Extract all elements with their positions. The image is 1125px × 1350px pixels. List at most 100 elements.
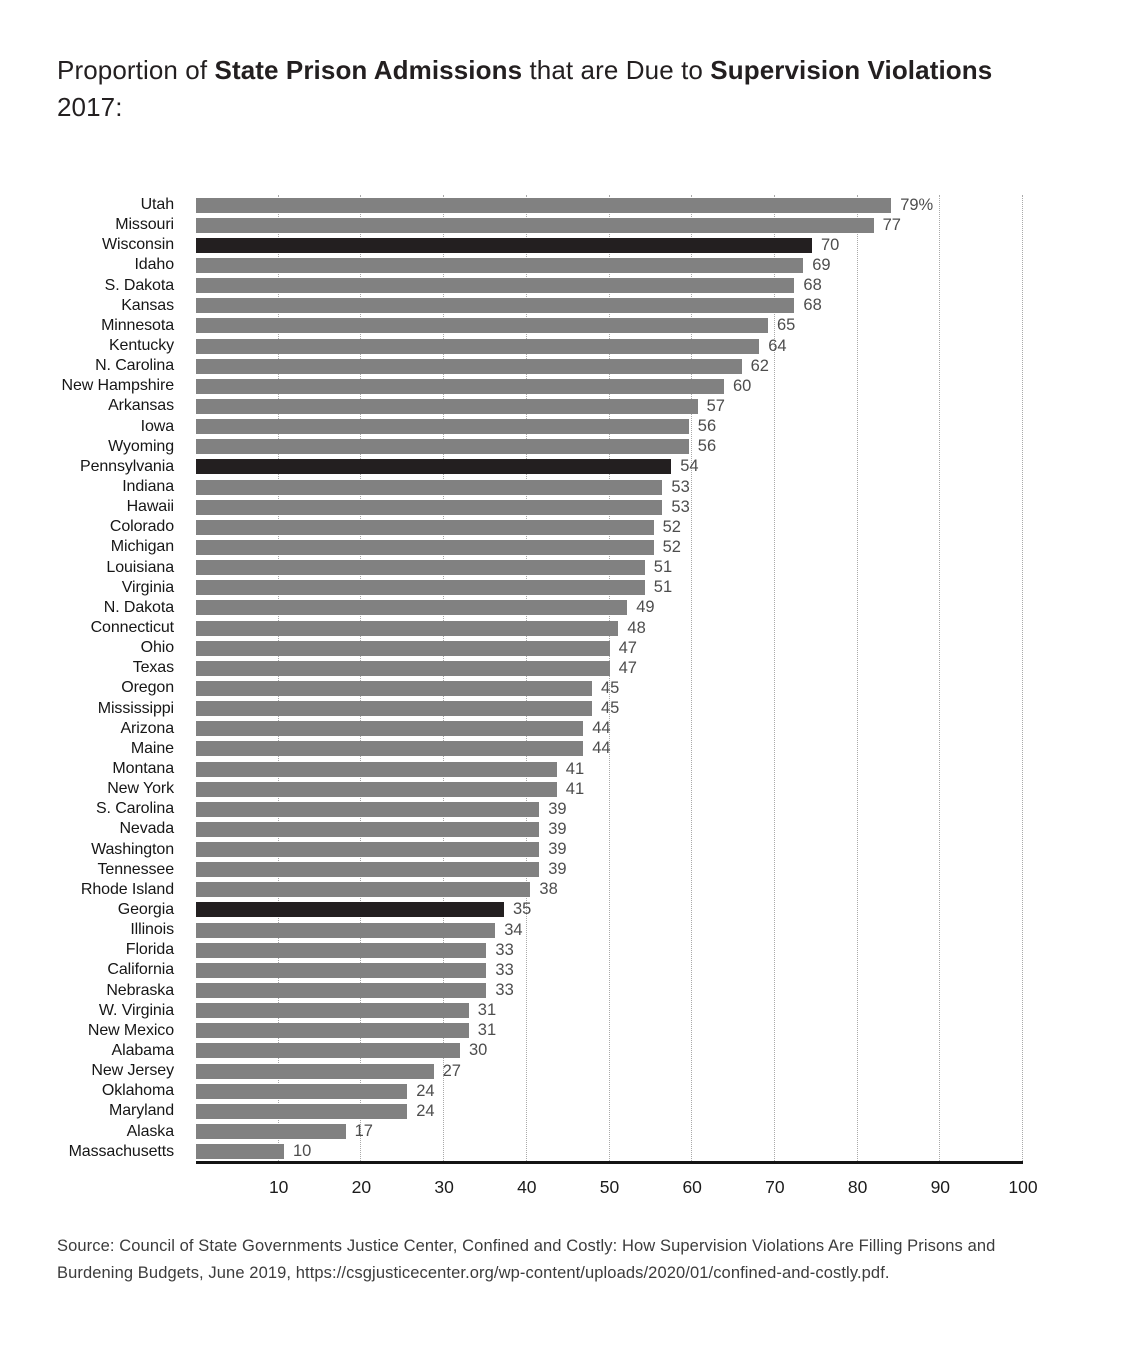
state-label: Alabama — [111, 1041, 175, 1059]
bar-zone: 62 — [196, 356, 769, 376]
x-tick-label: 40 — [517, 1177, 537, 1197]
bar-zone: 34 — [196, 920, 523, 940]
state-label: Idaho — [134, 256, 174, 274]
bar-zone: 53 — [196, 477, 690, 497]
value-label: 44 — [592, 719, 611, 738]
bar — [196, 257, 804, 273]
state-label: Missouri — [115, 216, 174, 234]
gridline — [939, 195, 941, 1163]
bar-row: Hawaii 53 — [0, 497, 1125, 517]
bar-zone: 31 — [196, 1021, 496, 1041]
bar-row: Florida 33 — [0, 940, 1125, 960]
gridline — [525, 195, 527, 1163]
state-label: Rhode Island — [80, 880, 174, 898]
state-label: New York — [107, 780, 174, 798]
state-label: Michigan — [110, 538, 174, 556]
state-label: Colorado — [109, 518, 174, 536]
bar — [196, 862, 540, 878]
bar-row: Montana 41 — [0, 759, 1125, 779]
bar-rows: Utah 79% Missouri 77 Wisconsin 70 Idaho 69 S. Da… — [0, 195, 1125, 1162]
bar-zone: 39 — [196, 840, 567, 860]
bar-row: Wyoming 56 — [0, 437, 1125, 457]
value-label: 47 — [618, 638, 637, 657]
bar — [196, 278, 795, 294]
value-label: 79% — [900, 195, 934, 214]
x-tick-label: 80 — [847, 1177, 868, 1197]
bar-zone: 49 — [196, 598, 655, 618]
bar-zone: 68 — [196, 296, 822, 316]
bar — [196, 942, 487, 958]
bar-row: Georgia 35 — [0, 900, 1125, 920]
bar-row: Utah 79% — [0, 195, 1125, 215]
value-label: 33 — [495, 940, 514, 959]
x-tick-label: 10 — [268, 1177, 289, 1197]
page-title-line1: Proportion of State Prison Admissions th… — [57, 52, 1087, 89]
bar-row: Texas 47 — [0, 658, 1125, 678]
bar — [196, 660, 610, 676]
bar-highlighted — [196, 237, 812, 253]
x-tick-label: 50 — [599, 1177, 620, 1197]
bar-row: Arizona 44 — [0, 719, 1125, 739]
bar-zone: 39 — [196, 819, 567, 839]
bar-zone: 44 — [196, 739, 611, 759]
bar-row: California 33 — [0, 960, 1125, 980]
state-label: Texas — [132, 659, 174, 677]
value-label: 64 — [768, 336, 787, 355]
bar — [196, 378, 724, 394]
value-label: 57 — [706, 396, 725, 415]
title-segment: Proportion of — [57, 55, 215, 85]
value-label: 39 — [548, 819, 567, 838]
state-label: S. Carolina — [95, 800, 174, 818]
bar — [196, 761, 557, 777]
x-tick-label: 70 — [765, 1177, 785, 1197]
bar-zone: 57 — [196, 396, 725, 416]
bar-zone: 48 — [196, 618, 646, 638]
state-label: Iowa — [140, 417, 175, 435]
bar-zone: 68 — [196, 276, 822, 296]
bar — [196, 298, 795, 314]
value-label: 35 — [513, 900, 532, 919]
value-label: 41 — [565, 779, 585, 798]
bar-row: Connecticut 48 — [0, 618, 1125, 638]
bar-zone: 33 — [196, 980, 514, 1000]
state-label: Ohio — [140, 639, 175, 657]
bar-row: Pennsylvania 54 — [0, 457, 1125, 477]
value-label: 39 — [548, 840, 567, 859]
bar — [196, 439, 689, 455]
value-label: 45 — [601, 678, 620, 697]
x-tick-label: 60 — [682, 1177, 702, 1197]
bar — [196, 1083, 408, 1099]
bar-zone: 51 — [196, 558, 672, 578]
bar-row: New York 41 — [0, 779, 1125, 799]
state-label: Alaska — [126, 1122, 175, 1140]
bar-highlighted — [196, 459, 672, 475]
value-label: 51 — [653, 578, 673, 597]
state-label: Massachusetts — [68, 1142, 175, 1160]
bar-zone: 27 — [196, 1061, 461, 1081]
bar — [196, 781, 557, 797]
source-note: Source: Council of State Governments Jus… — [57, 1233, 1087, 1286]
bar-row: Ohio 47 — [0, 638, 1125, 658]
bar — [196, 721, 584, 737]
bar — [196, 640, 610, 656]
gridline — [443, 195, 445, 1163]
title-segment: State Prison Admissions — [214, 55, 523, 85]
bar-zone: 45 — [196, 678, 619, 698]
bar-row: S. Carolina 39 — [0, 799, 1125, 819]
state-label: Oklahoma — [101, 1082, 174, 1100]
bar — [196, 479, 663, 495]
value-label: 24 — [416, 1101, 435, 1120]
x-tick-label: 90 — [930, 1177, 951, 1197]
state-label: Mississippi — [97, 699, 174, 717]
x-tick-label: 30 — [434, 1177, 454, 1197]
value-label: 51 — [653, 558, 673, 577]
state-label: N. Dakota — [103, 598, 174, 616]
value-label: 53 — [671, 497, 690, 516]
bar-row: New Hampshire 60 — [0, 376, 1125, 396]
state-label: Wisconsin — [101, 236, 174, 254]
value-label: 52 — [662, 517, 681, 536]
bar-zone: 51 — [196, 578, 672, 598]
bar-zone: 33 — [196, 940, 514, 960]
state-label: Tennessee — [97, 860, 175, 878]
bar — [196, 1124, 346, 1140]
